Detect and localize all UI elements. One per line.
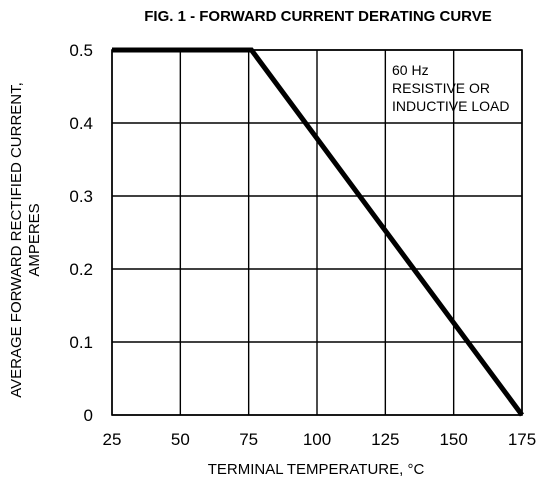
x-tick-label: 50 [171,430,190,449]
y-axis-label: AVERAGE FORWARD RECTIFIED CURRENT, AMPER… [8,82,43,398]
annotation-line-1: 60 Hz [392,62,429,78]
annotation: 60 Hz RESISTIVE OR INDUCTIVE LOAD [392,62,509,114]
x-tick-label: 75 [239,430,258,449]
annotation-line-3: INDUCTIVE LOAD [392,98,509,114]
y-tick-label: 0.5 [69,41,93,60]
annotation-line-2: RESISTIVE OR [392,80,490,96]
y-tick-label: 0.1 [69,333,93,352]
y-tick-label: 0.2 [69,260,93,279]
y-axis-label-line-2: AMPERES [26,203,43,276]
x-tick-label: 25 [103,430,122,449]
plot-frame [111,49,523,416]
x-tick-labels: 25 50 75 100 125 150 175 [103,430,537,449]
chart-title: FIG. 1 - FORWARD CURRENT DERATING CURVE [144,8,492,25]
x-tick-label: 100 [303,430,331,449]
x-tick-label: 150 [439,430,467,449]
y-tick-label: 0.4 [69,114,93,133]
y-axis-label-line-1: AVERAGE FORWARD RECTIFIED CURRENT, [8,82,25,398]
y-tick-label: 0 [84,406,93,425]
y-tick-labels: 0 0.1 0.2 0.3 0.4 0.5 [69,41,93,425]
x-tick-label: 125 [371,430,399,449]
y-tick-label: 0.3 [69,187,93,206]
x-axis-label: TERMINAL TEMPERATURE, °C [208,461,425,478]
x-tick-label: 175 [508,430,536,449]
